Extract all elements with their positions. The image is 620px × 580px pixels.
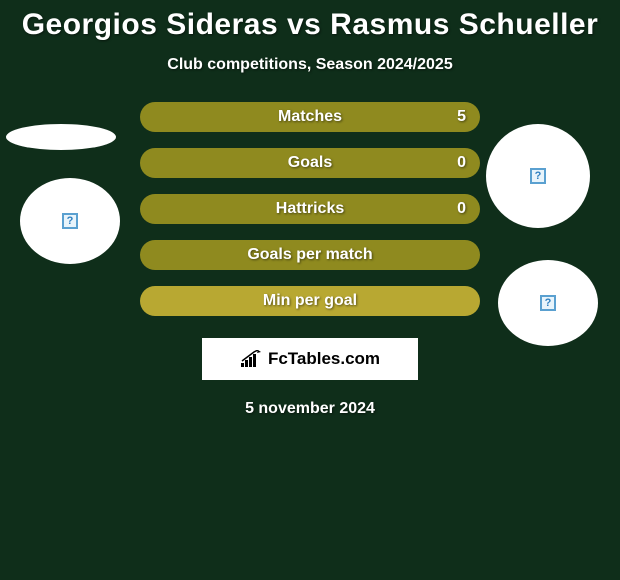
stat-value: 5 bbox=[457, 108, 466, 126]
date-label: 5 november 2024 bbox=[0, 400, 620, 418]
image-placeholder-icon bbox=[530, 168, 546, 184]
player-photo-placeholder-left bbox=[20, 178, 120, 264]
stat-label: Min per goal bbox=[263, 292, 357, 310]
stat-label: Matches bbox=[278, 108, 342, 126]
stat-label: Goals per match bbox=[247, 246, 372, 264]
brand-badge: FcTables.com bbox=[202, 338, 418, 380]
stat-row-goals-per-match: Goals per match bbox=[140, 240, 480, 270]
stat-value: 0 bbox=[457, 154, 466, 172]
stat-label: Goals bbox=[288, 154, 332, 172]
stat-row-min-per-goal: Min per goal bbox=[140, 286, 480, 316]
player-photo-placeholder-right-bottom bbox=[498, 260, 598, 346]
brand-chart-icon bbox=[240, 350, 262, 368]
comparison-title: Georgios Sideras vs Rasmus Schueller bbox=[0, 8, 620, 42]
image-placeholder-icon bbox=[540, 295, 556, 311]
brand-text: FcTables.com bbox=[268, 349, 380, 369]
stat-row-goals: Goals 0 bbox=[140, 148, 480, 178]
stat-label: Hattricks bbox=[276, 200, 344, 218]
stat-row-matches: Matches 5 bbox=[140, 102, 480, 132]
player-photo-placeholder-ellipse bbox=[6, 124, 116, 150]
stat-row-hattricks: Hattricks 0 bbox=[140, 194, 480, 224]
player-photo-placeholder-right-top bbox=[486, 124, 590, 228]
comparison-subtitle: Club competitions, Season 2024/2025 bbox=[0, 56, 620, 74]
stat-value: 0 bbox=[457, 200, 466, 218]
image-placeholder-icon bbox=[62, 213, 78, 229]
